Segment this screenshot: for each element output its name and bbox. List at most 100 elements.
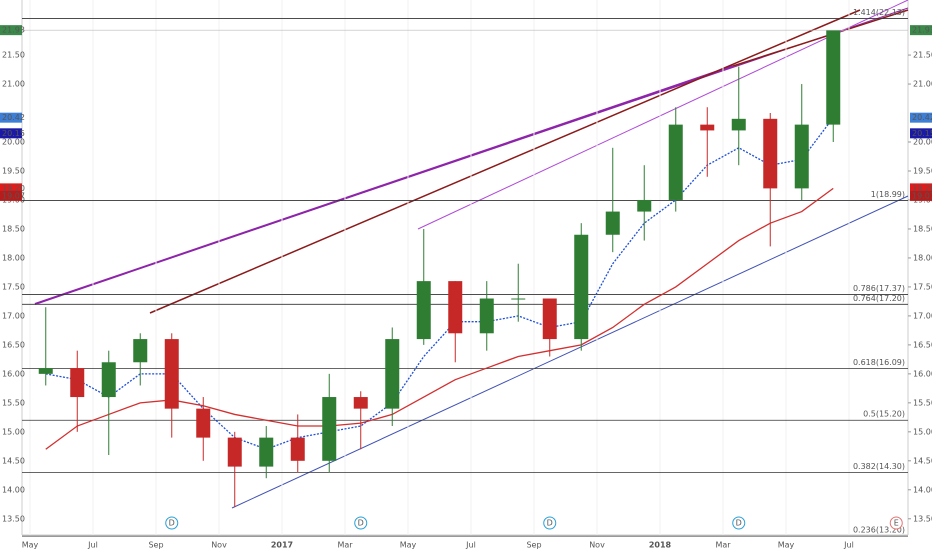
y-tick-label: 13.50 xyxy=(913,514,932,523)
level-label: 1.414(22.13) xyxy=(853,8,905,17)
y-tick-label: 18.00 xyxy=(913,253,932,262)
price-tag-label: 20.15 xyxy=(2,129,25,138)
level-label: 0.5(15.20) xyxy=(863,410,905,419)
y-tick-label: 15.00 xyxy=(2,427,25,436)
y-tick-label: 14.00 xyxy=(913,485,932,494)
candle-body xyxy=(259,437,274,467)
candle-body xyxy=(826,30,841,125)
x-tick-label: Jul xyxy=(843,541,854,550)
x-tick-label: 2017 xyxy=(271,541,293,550)
event-marker xyxy=(165,516,179,530)
candle-body xyxy=(542,298,557,340)
level-label: 0.786(17.37) xyxy=(853,284,905,293)
x-tick-label: 2018 xyxy=(649,541,672,550)
price-tag xyxy=(910,183,932,194)
candle-body xyxy=(385,339,400,409)
y-tick-label: 15.00 xyxy=(913,427,932,436)
candle-body xyxy=(416,281,431,340)
candle-body xyxy=(511,298,526,300)
y-tick-label: 20.00 xyxy=(913,138,932,147)
candle-body xyxy=(38,368,53,374)
y-tick-label: 18.50 xyxy=(2,224,25,233)
y-tick-label: 17.00 xyxy=(913,311,932,320)
candle-body xyxy=(101,362,116,398)
event-label: D xyxy=(169,519,175,528)
y-tick-label: 21.00 xyxy=(2,80,25,89)
level-label: 0.382(14.30) xyxy=(853,462,905,471)
candle-body xyxy=(574,234,589,340)
candle-body xyxy=(133,339,148,363)
event-label: D xyxy=(547,519,553,528)
event-marker xyxy=(889,516,903,530)
y-tick-label: 14.00 xyxy=(2,485,25,494)
price-tag xyxy=(910,112,932,123)
y-tick-label: 13.50 xyxy=(2,514,25,523)
trend-line xyxy=(732,9,909,67)
y-tick-label: 14.50 xyxy=(2,456,25,465)
price-tag-label: 19.07 xyxy=(2,191,25,200)
event-marker xyxy=(543,516,557,530)
x-tick-label: Nov xyxy=(211,541,227,550)
price-tag-label: 19.20 xyxy=(2,184,25,193)
x-tick-label: Jul xyxy=(87,541,98,550)
price-tag xyxy=(0,183,22,194)
price-tag xyxy=(910,128,932,139)
candle-body xyxy=(70,368,85,398)
y-tick-label: 17.00 xyxy=(2,311,25,320)
price-tag-label: 21.93 xyxy=(2,26,25,35)
y-tick-label: 14.50 xyxy=(913,456,932,465)
candle-body xyxy=(605,211,620,235)
y-tick-label: 16.00 xyxy=(913,369,932,378)
trend-line xyxy=(149,9,861,314)
y-tick-label: 16.50 xyxy=(913,340,932,349)
event-label: E xyxy=(894,519,899,528)
price-tag xyxy=(0,25,22,36)
x-tick-label: Jul xyxy=(465,541,476,550)
moving-average xyxy=(45,117,834,450)
x-tick-label: Mar xyxy=(337,541,353,550)
candle-body xyxy=(700,124,715,131)
x-tick-label: Mar xyxy=(715,541,731,550)
y-tick-label: 16.00 xyxy=(2,369,25,378)
price-tag-label: 20.42 xyxy=(2,113,25,122)
y-tick-label: 16.50 xyxy=(2,340,25,349)
candle-body xyxy=(322,397,337,461)
y-tick-label: 18.00 xyxy=(2,253,25,262)
event-label: D xyxy=(358,519,364,528)
price-tag xyxy=(0,128,22,139)
candle-body xyxy=(227,437,242,467)
y-tick-label: 18.50 xyxy=(913,224,932,233)
price-tag-label: 20.15 xyxy=(912,129,932,138)
level-label: 1(18.99) xyxy=(871,190,905,199)
candle-body xyxy=(479,298,494,334)
candle-body xyxy=(794,124,809,189)
candle-body xyxy=(164,339,179,409)
y-tick-label: 19.50 xyxy=(913,166,932,175)
candle-body xyxy=(731,118,746,131)
y-tick-label: 15.50 xyxy=(913,398,932,407)
x-tick-label: Nov xyxy=(589,541,605,550)
price-tag xyxy=(0,190,22,201)
y-tick-label: 21.50 xyxy=(2,51,25,60)
y-tick-label: 20.00 xyxy=(2,138,25,147)
event-label: D xyxy=(736,519,742,528)
x-tick-label: May xyxy=(22,541,39,550)
price-tag xyxy=(0,112,22,123)
price-tag-label: 19.20 xyxy=(912,184,932,193)
x-tick-label: Sep xyxy=(148,541,163,550)
candle-body xyxy=(448,281,463,334)
event-marker xyxy=(354,516,368,530)
candle-body xyxy=(290,437,305,461)
candle-body xyxy=(353,397,368,409)
level-label: 0.236(13.20) xyxy=(853,526,905,535)
price-tag-label: 21.93 xyxy=(912,26,932,35)
candle-body xyxy=(196,408,211,438)
candle-body xyxy=(763,118,778,189)
y-tick-label: 21.00 xyxy=(913,80,932,89)
y-tick-label: 17.50 xyxy=(913,282,932,291)
candle-body xyxy=(668,124,683,200)
y-tick-label: 21.50 xyxy=(913,51,932,60)
candle-body xyxy=(637,199,652,212)
